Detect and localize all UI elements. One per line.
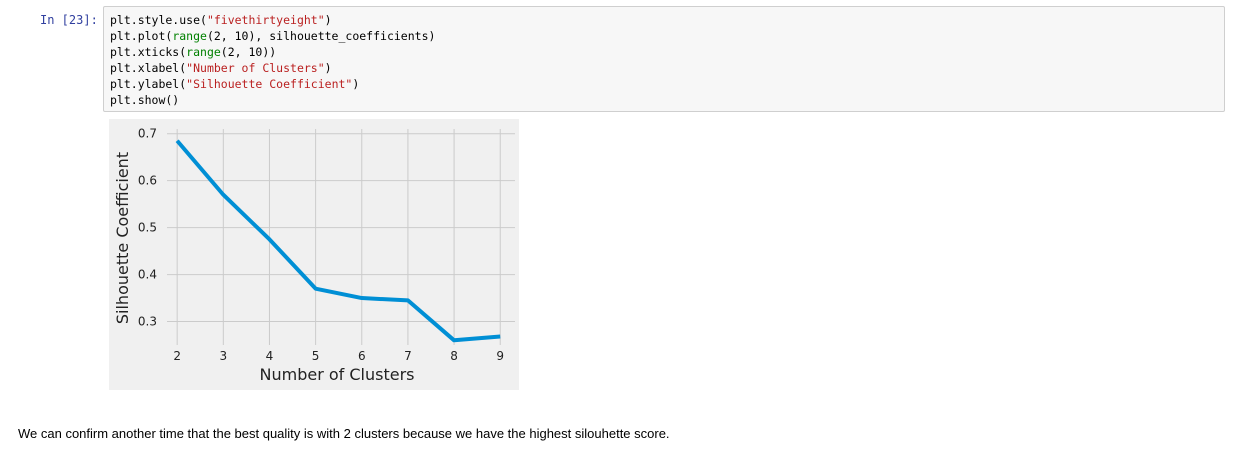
x-tick-label: 8: [450, 349, 458, 363]
y-tick-label: 0.3: [138, 315, 157, 329]
y-tick-label: 0.6: [138, 174, 157, 188]
x-tick-label: 4: [266, 349, 274, 363]
y-axis-label: Silhouette Coefficient: [113, 152, 132, 324]
code-line: plt.show(): [110, 93, 180, 107]
x-axis-label: Number of Clusters: [260, 365, 415, 384]
code-line: plt.ylabel("Silhouette Coefficient"): [110, 77, 360, 91]
output-area: 2 3 4 5 6 7 8 9 0.3 0.4 0.5 0.6 0.7 Number of Clust…: [109, 119, 519, 394]
x-tick-label: 7: [404, 349, 412, 363]
y-tick-label: 0.7: [138, 127, 157, 141]
y-tick-label: 0.5: [138, 221, 157, 235]
series-line: [175, 139, 501, 343]
y-tick-labels: 0.3 0.4 0.5 0.6 0.7: [138, 127, 157, 329]
code-line: plt.xlabel("Number of Clusters"): [110, 61, 332, 75]
x-tick-label: 5: [312, 349, 320, 363]
line-chart: 2 3 4 5 6 7 8 9 0.3 0.4 0.5 0.6 0.7 Number of Clust…: [109, 119, 519, 390]
x-tick-label: 6: [358, 349, 366, 363]
x-tick-label: 3: [219, 349, 227, 363]
x-tick-label: 9: [496, 349, 504, 363]
x-tick-labels: 2 3 4 5 6 7 8 9: [173, 349, 504, 363]
code-line: plt.style.use("fivethirtyeight"): [110, 13, 332, 27]
series-group: [175, 139, 501, 343]
x-tick-label: 2: [173, 349, 181, 363]
cell-prompt: In [23]:: [40, 13, 98, 27]
code-line: plt.xticks(range(2, 10)): [110, 45, 277, 59]
code-editor[interactable]: plt.style.use("fivethirtyeight") plt.plo…: [103, 6, 1225, 112]
markdown-text: We can confirm another time that the bes…: [18, 426, 670, 441]
code-line: plt.plot(range(2, 10), silhouette_coeffi…: [110, 29, 436, 43]
y-tick-label: 0.4: [138, 268, 157, 282]
